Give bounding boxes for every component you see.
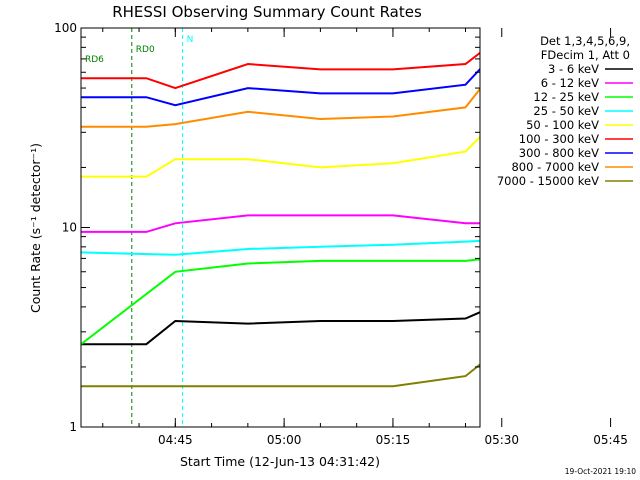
plot-frame <box>80 27 481 428</box>
x-axis-label: Start Time (12-Jun-13 04:31:42) <box>180 454 380 469</box>
legend-label-6: 300 - 800 keV <box>519 146 599 160</box>
legend-header-line-1: Det 1,3,4,5,6,9, <box>540 34 630 48</box>
series-line-7 <box>81 87 480 128</box>
legend-label-3: 25 - 50 keV <box>533 104 599 118</box>
series-line-0 <box>81 311 480 346</box>
y-tick-label-0: 1 <box>69 420 77 434</box>
marker-label-2: RD6 <box>85 55 104 65</box>
marker-label-1: RD0 <box>136 45 155 55</box>
legend-label-2: 12 - 25 keV <box>533 90 599 104</box>
series-line-2 <box>81 258 480 345</box>
footer-timestamp: 19-Oct-2021 19:10 <box>565 467 636 476</box>
y-tick-label-1: 10 <box>62 221 77 235</box>
x-tick-label-2: 05:15 <box>376 433 411 447</box>
series-line-1 <box>81 214 480 233</box>
legend-label-7: 800 - 7000 keV <box>511 160 599 174</box>
plot-area: N RD0 RD6 <box>80 28 480 427</box>
series-line-4 <box>81 135 480 178</box>
y-tick-label-2: 100 <box>54 21 77 35</box>
marker-label-0: N <box>187 35 194 45</box>
series-line-5 <box>81 51 480 90</box>
x-tick-label-0: 04:45 <box>158 433 193 447</box>
series-line-3 <box>81 239 480 256</box>
legend-label-0: 3 - 6 keV <box>548 62 599 76</box>
legend-label-4: 50 - 100 keV <box>526 118 599 132</box>
legend-header-line-2: FDecim 1, Att 0 <box>541 48 630 62</box>
legend-label-5: 100 - 300 keV <box>519 132 599 146</box>
y-axis-label: Count Rate (s⁻¹ detector⁻¹) <box>28 143 43 313</box>
chart-title: RHESSI Observing Summary Count Rates <box>112 3 422 21</box>
legend-label-8: 7000 - 15000 keV <box>497 174 599 188</box>
legend-label-1: 6 - 12 keV <box>541 76 599 90</box>
x-tick-label-1: 05:00 <box>267 433 302 447</box>
series-line-8 <box>81 363 480 388</box>
series-line-6 <box>81 67 480 107</box>
x-tick-label-3: 05:30 <box>484 433 519 447</box>
x-tick-label-4: 05:45 <box>593 433 628 447</box>
